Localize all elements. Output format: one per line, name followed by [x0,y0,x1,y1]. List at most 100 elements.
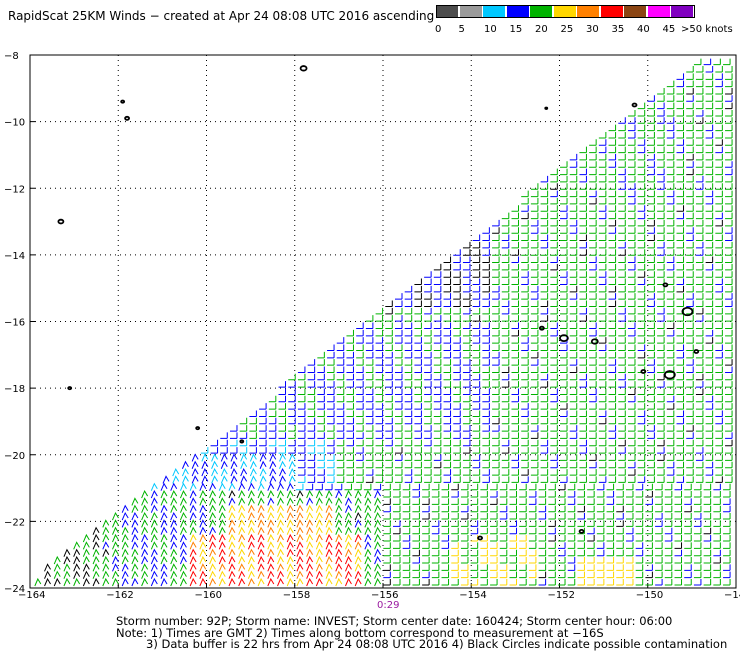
wind-barb [424,373,432,381]
wind-barb [589,241,597,249]
wind-barb [307,410,316,417]
wind-barb [548,483,556,491]
wind-barb [695,359,704,366]
wind-barb [589,175,597,183]
wind-barb [492,469,500,476]
wind-barb [705,168,714,176]
wind-barb [121,519,129,528]
wind-barb [695,300,704,308]
wind-barb [606,498,615,505]
wind-barb [695,95,704,102]
wind-barb [345,489,352,499]
wind-barb [606,491,615,498]
wind-barb [150,511,158,521]
wind-barb [472,293,481,300]
wind-barb [288,410,296,417]
wind-barb [365,322,374,329]
wind-barb [404,285,413,293]
wind-barb [569,329,578,337]
wind-barb [705,373,714,381]
wind-barb [550,454,558,461]
wind-barb [589,425,597,432]
wind-barb [307,395,316,403]
wind-barb [453,461,461,469]
wind-barb [608,359,617,366]
wind-barb [441,549,450,557]
wind-barb [598,454,607,461]
wind-barb [121,511,129,521]
wind-barb [608,131,617,139]
wind-barb [608,461,617,469]
lat-tick-label: −20 [4,451,25,462]
wind-barb [577,505,585,513]
wind-barb [511,315,519,322]
wind-barb [715,300,723,308]
wind-barb [431,527,440,535]
wind-barb [655,498,663,505]
wind-barb [705,205,714,212]
wind-barb [530,337,539,344]
wind-barb [356,439,364,447]
wind-barb [589,227,597,234]
wind-barb [499,542,508,549]
wind-barb [375,307,384,315]
wind-barb [521,234,529,242]
wind-barb [530,388,539,395]
wind-barb [141,555,149,565]
wind-barb [395,315,403,322]
wind-barb [141,533,149,543]
wind-barb [209,519,216,528]
wind-barb [608,263,617,271]
wind-barb [433,337,442,344]
wind-barb [472,285,481,293]
wind-barb [189,563,197,572]
wind-barb [393,564,401,571]
wind-barb [715,175,723,183]
wind-barb [288,395,296,403]
wind-barb [705,153,714,161]
wind-barb [725,197,733,205]
wind-barb [443,256,452,264]
wind-barb [637,102,646,110]
wind-barb [645,535,653,542]
wind-barb [356,322,364,329]
wind-barb [249,432,257,439]
wind-barb [589,417,597,425]
wind-barb [482,439,490,447]
wind-barb [521,241,529,249]
wind-barb [625,535,634,542]
wind-barb [365,425,374,432]
wind-barb [655,483,663,491]
wind-barb [393,505,401,513]
wind-barb [530,476,539,483]
wind-barb [627,337,636,344]
wind-barb [715,329,723,337]
wind-barb [462,410,471,417]
wind-barb [645,513,653,520]
wind-barb [374,526,382,535]
wind-barb [608,425,617,432]
wind-barb [424,359,432,366]
wind-barb [627,168,636,176]
wind-barb [257,482,265,491]
wind-barb [451,513,459,520]
wind-barb [297,454,306,461]
wind-barb [608,241,617,249]
wind-barb [596,579,605,586]
wind-barb [538,535,547,542]
wind-barb [395,359,403,366]
wind-barb [404,315,413,322]
wind-barb [199,563,207,572]
wind-barb [296,577,304,587]
wind-barb [433,476,442,483]
wind-barb [596,527,605,535]
wind-barb [695,322,704,329]
wind-barb [560,278,568,286]
wind-barb [676,425,685,432]
wind-barb [404,461,413,469]
wind-barb [472,263,481,271]
wind-barb [315,548,323,557]
contamination-circle [681,306,694,317]
wind-barb [666,329,675,337]
wind-barb [424,454,432,461]
